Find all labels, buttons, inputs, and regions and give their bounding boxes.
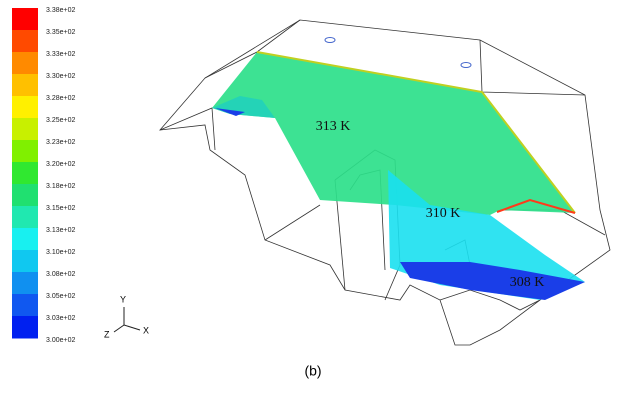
colorbar-band <box>12 228 38 251</box>
colorbar-band <box>12 184 38 207</box>
axis-triad: Y X Z <box>104 294 149 339</box>
outline <box>159 19 611 346</box>
contour-cold <box>215 108 245 116</box>
colorbar-label: 3.20e+02 <box>46 161 75 168</box>
annotation: 308 K <box>510 275 545 290</box>
colorbar-label: 3.35e+02 <box>46 29 75 36</box>
colorbar-label: 3.38e+02 <box>46 7 75 14</box>
colorbar-label: 3.05e+02 <box>46 293 75 300</box>
colorbar-band <box>12 30 38 53</box>
port <box>460 62 472 68</box>
colorbar-label: 3.13e+02 <box>46 227 75 234</box>
colorbar-labels: 3.38e+02 3.35e+02 3.33e+02 3.30e+02 3.28e+02… <box>46 7 75 344</box>
annotation: 310 K <box>426 206 461 221</box>
axis-line <box>123 324 141 331</box>
edge <box>264 204 321 241</box>
colorbar-label: 3.23e+02 <box>46 139 75 146</box>
contour-313 <box>212 52 575 215</box>
axis-line <box>113 324 125 333</box>
colorbar-label: 3.18e+02 <box>46 183 75 190</box>
colorbar-label: 3.33e+02 <box>46 51 75 58</box>
colorbar-label: 3.25e+02 <box>46 117 75 124</box>
colorbar-band <box>12 140 38 163</box>
axis-label: X <box>143 325 149 335</box>
colorbar-band <box>12 250 38 273</box>
edge <box>439 289 541 311</box>
colorbar-band <box>12 8 38 31</box>
colorbar <box>12 8 38 339</box>
colorbar-label: 3.28e+02 <box>46 95 75 102</box>
colorbar-label: 3.10e+02 <box>46 249 75 256</box>
colorbar-band <box>12 206 38 229</box>
colorbar-band <box>12 272 38 295</box>
contour-308 <box>400 262 585 300</box>
hot-edge <box>256 51 576 214</box>
port <box>324 37 336 43</box>
colorbar-band <box>12 52 38 75</box>
caption: (b) <box>304 363 321 379</box>
colorbar-band <box>12 118 38 141</box>
annotation: 313 K <box>316 119 351 134</box>
colorbar-label: 3.08e+02 <box>46 271 75 278</box>
colorbar-band <box>12 96 38 119</box>
colorbar-label: 3.15e+02 <box>46 205 75 212</box>
contours <box>212 51 585 300</box>
edge <box>500 209 606 236</box>
colorbar-band <box>12 162 38 185</box>
axis-label: Z <box>104 329 110 339</box>
colorbar-band <box>12 294 38 317</box>
hot-edge <box>496 198 576 214</box>
colorbar-label: 3.30e+02 <box>46 73 75 80</box>
colorbar-band <box>12 74 38 97</box>
colorbar-band <box>12 316 38 339</box>
colorbar-label: 3.03e+02 <box>46 315 75 322</box>
axis-label: Y <box>120 294 126 304</box>
colorbar-label: 3.00e+02 <box>46 337 75 344</box>
